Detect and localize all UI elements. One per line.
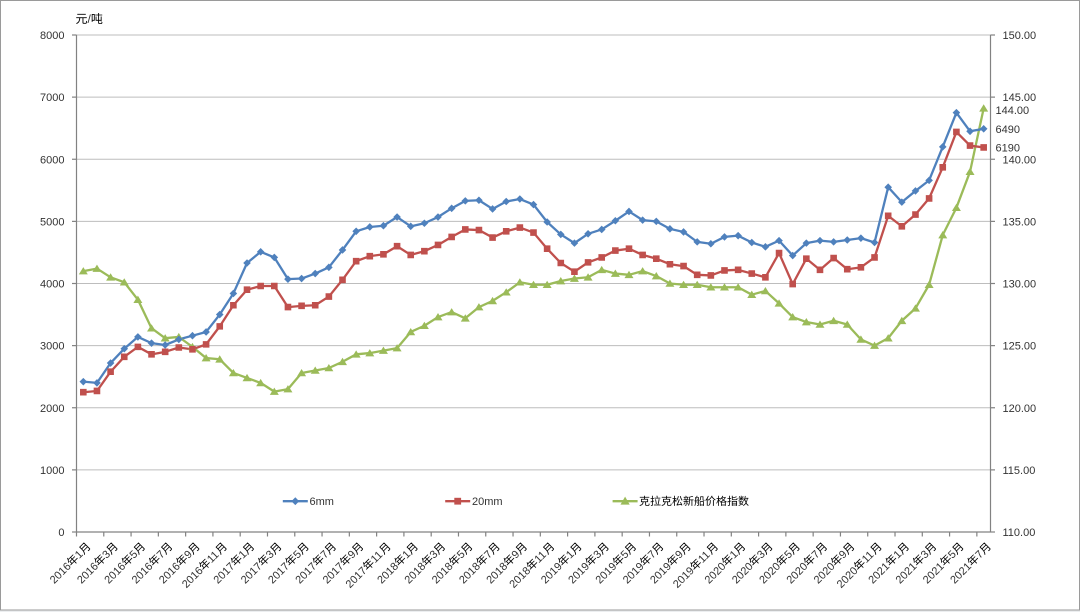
svg-text:140.00: 140.00 xyxy=(1003,154,1037,166)
svg-text:6000: 6000 xyxy=(40,154,64,166)
svg-text:4000: 4000 xyxy=(40,279,64,291)
svg-text:115.00: 115.00 xyxy=(1003,465,1036,477)
svg-text:7000: 7000 xyxy=(40,92,64,104)
svg-text:6mm: 6mm xyxy=(310,496,334,508)
svg-text:/: / xyxy=(88,12,92,26)
svg-text:6490: 6490 xyxy=(996,124,1020,136)
svg-text:5000: 5000 xyxy=(40,216,64,228)
svg-text:145.00: 145.00 xyxy=(1003,92,1037,104)
svg-text:8000: 8000 xyxy=(40,30,64,42)
svg-text:3000: 3000 xyxy=(40,341,64,353)
svg-text:20mm: 20mm xyxy=(472,496,503,508)
svg-text:6190: 6190 xyxy=(996,142,1020,154)
svg-text:110.00: 110.00 xyxy=(1003,527,1036,539)
svg-text:144.00: 144.00 xyxy=(996,105,1030,117)
svg-text:125.00: 125.00 xyxy=(1003,341,1037,353)
svg-text:150.00: 150.00 xyxy=(1003,30,1037,42)
svg-text:120.00: 120.00 xyxy=(1003,403,1037,415)
svg-text:135.00: 135.00 xyxy=(1003,216,1037,228)
svg-text:2000: 2000 xyxy=(40,403,64,415)
svg-text:1000: 1000 xyxy=(40,465,64,477)
svg-text:0: 0 xyxy=(58,527,64,539)
svg-text:130.00: 130.00 xyxy=(1003,279,1037,291)
